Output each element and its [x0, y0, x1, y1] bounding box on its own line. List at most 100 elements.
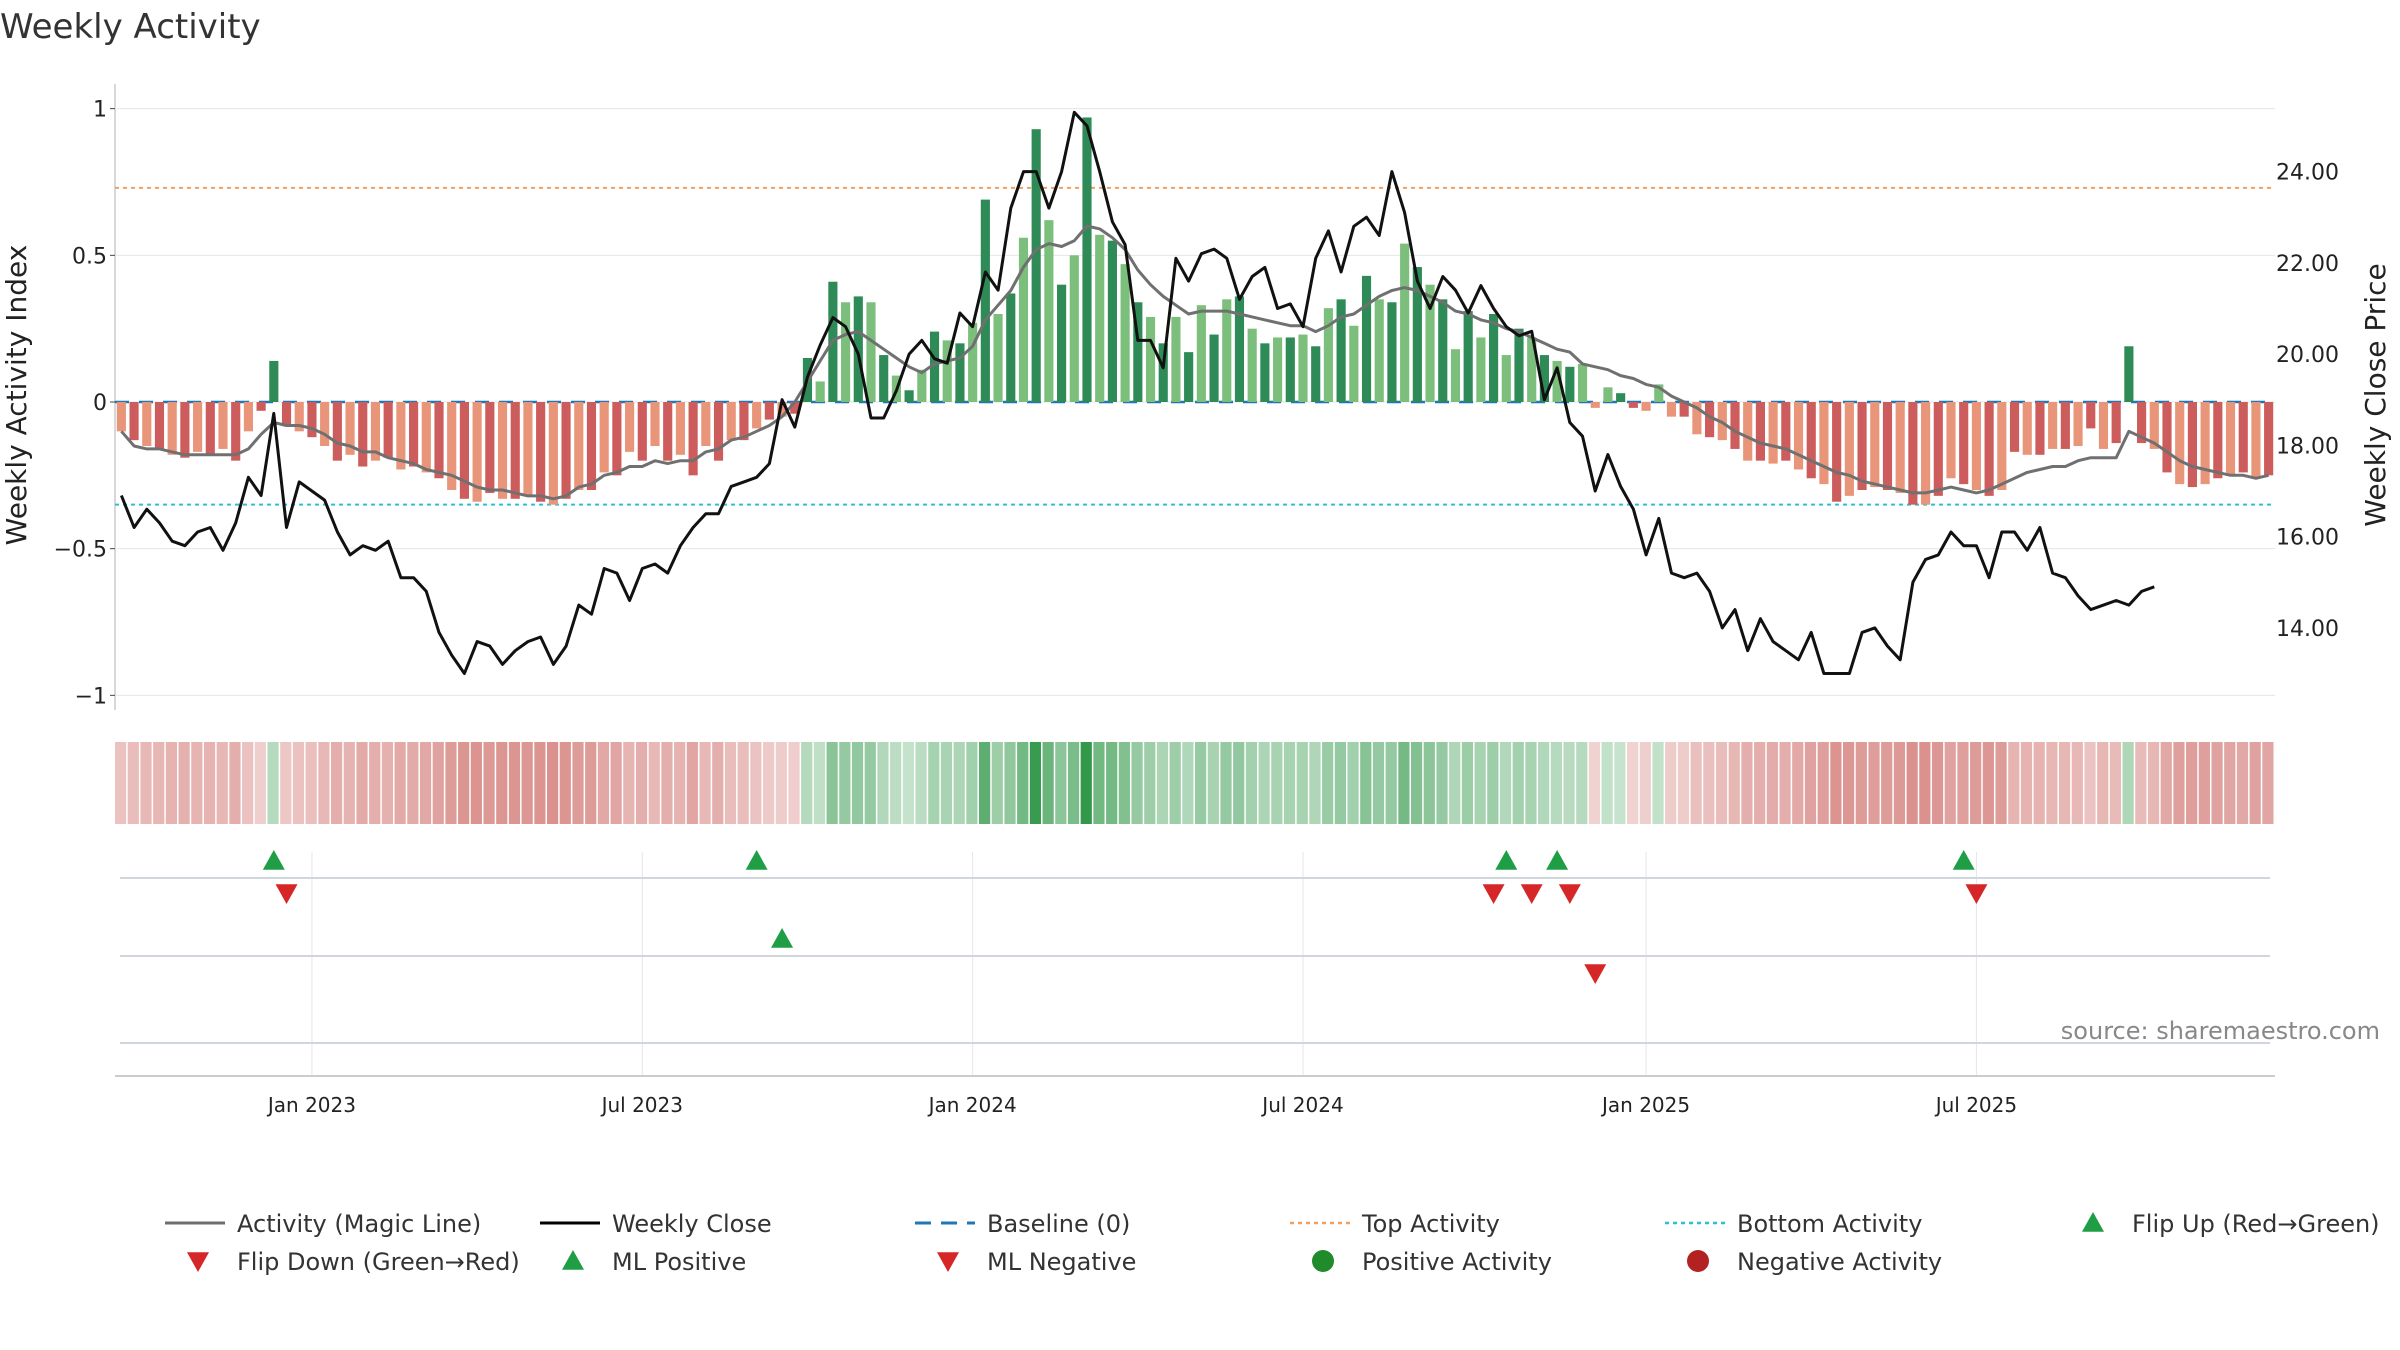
- heat-cell: [661, 742, 673, 824]
- activity-bar: [205, 402, 215, 455]
- heat-cell: [2211, 742, 2223, 824]
- heat-cell: [1461, 742, 1474, 824]
- heat-cell: [2224, 742, 2236, 824]
- legend-label: Flip Down (Green→Red): [237, 1248, 520, 1276]
- activity-bar: [1120, 264, 1130, 402]
- activity-bar: [231, 402, 241, 461]
- activity-bar: [1349, 325, 1359, 402]
- heat-cell: [585, 742, 597, 824]
- heat-cell: [979, 742, 991, 824]
- activity-bar: [2060, 402, 2070, 449]
- date-tick-label: Jan 2023: [266, 1093, 356, 1117]
- heat-cell: [699, 742, 711, 824]
- heat-cell: [1309, 742, 1321, 824]
- date-tick-label: Jan 2024: [927, 1093, 1017, 1117]
- activity-bar: [1018, 237, 1029, 402]
- activity-bar: [1679, 402, 1689, 417]
- activity-bar: [154, 402, 165, 449]
- heat-cell: [2071, 742, 2083, 824]
- activity-bar: [1768, 402, 1778, 464]
- activity-bar: [1705, 402, 1715, 438]
- activity-bar: [1145, 316, 1156, 402]
- heat-cell: [534, 742, 546, 824]
- activity-bar: [256, 402, 266, 411]
- heat-cell: [2147, 742, 2160, 824]
- y-right-tick-label: 18.00: [2276, 434, 2339, 459]
- activity-bar: [1107, 240, 1117, 402]
- activity-bar: [1870, 402, 1880, 488]
- activity-bar: [1565, 366, 1575, 402]
- activity-bar: [1260, 343, 1270, 402]
- activity-bar: [2264, 402, 2274, 476]
- heat-cell: [1817, 742, 1829, 824]
- heat-cell: [140, 742, 152, 824]
- y-left-tick-label: −1: [75, 684, 107, 709]
- heat-cell: [1283, 742, 1296, 824]
- heat-cell: [381, 742, 394, 824]
- flip-up-marker: [1495, 850, 1518, 870]
- activity-bar: [2073, 402, 2083, 446]
- heat-cell: [305, 742, 317, 824]
- activity-bar: [1933, 402, 1943, 496]
- heat-cell: [1017, 742, 1029, 824]
- activity-bar: [929, 331, 940, 402]
- activity-bar: [942, 340, 952, 402]
- heat-cell: [623, 742, 635, 824]
- heat-cell: [1449, 742, 1461, 824]
- legend-item-posact: Positive Activity: [1312, 1248, 1552, 1276]
- activity-bar: [1006, 293, 1016, 402]
- heat-cell: [2236, 742, 2249, 824]
- activity-bar: [2251, 402, 2261, 479]
- activity-bar: [1959, 402, 1969, 485]
- activity-bar: [523, 402, 533, 496]
- activity-bar: [1997, 402, 2007, 490]
- heat-cell: [1982, 742, 1994, 824]
- activity-bar: [307, 402, 317, 438]
- heat-cell: [1754, 742, 1766, 824]
- heat-cell: [877, 742, 889, 824]
- heat-cell: [1080, 742, 1092, 824]
- heat-cell: [496, 742, 508, 824]
- date-tick-label: Jul 2025: [1934, 1093, 2017, 1117]
- y-right-tick-label: 22.00: [2276, 252, 2339, 277]
- heat-cell: [1970, 742, 1982, 824]
- date-tick-label: Jul 2023: [600, 1093, 683, 1117]
- activity-bar: [1361, 275, 1372, 402]
- heat-cell: [1322, 742, 1334, 824]
- activity-bar: [879, 355, 889, 402]
- heat-cell: [1385, 742, 1397, 824]
- flip-up-marker: [262, 850, 285, 870]
- legend-label: Weekly Close: [612, 1210, 772, 1238]
- legend-label: Activity (Magic Line): [237, 1210, 481, 1238]
- activity-bar: [1895, 402, 1905, 493]
- activity-bar: [180, 402, 190, 458]
- activity-bar: [447, 402, 457, 490]
- heat-cell: [1258, 742, 1270, 824]
- activity-bar: [625, 402, 635, 452]
- activity-bar: [815, 381, 825, 402]
- activity-bar: [536, 402, 546, 502]
- activity-bar: [1654, 384, 1664, 402]
- activity-bar: [1832, 402, 1842, 502]
- legend-label: ML Negative: [987, 1248, 1136, 1276]
- ml-negative-marker: [1584, 964, 1607, 984]
- activity-bar: [1387, 302, 1397, 402]
- heat-cell: [1868, 742, 1880, 824]
- activity-bar: [281, 402, 292, 426]
- y-right-tick-label: 20.00: [2276, 343, 2339, 368]
- activity-bar: [574, 402, 584, 490]
- activity-bar: [2187, 402, 2197, 488]
- activity-bar: [1666, 402, 1677, 417]
- activity-heat-strip: [115, 742, 2274, 824]
- activity-bar: [1095, 234, 1105, 402]
- heat-cell: [1334, 742, 1346, 824]
- legend-swatch: [1312, 1250, 1334, 1272]
- heat-cell: [318, 742, 330, 824]
- activity-bar: [1819, 402, 1829, 485]
- activity-bar: [2022, 402, 2032, 455]
- legend-swatch: [2082, 1212, 2104, 1232]
- heat-cell: [1118, 742, 1130, 824]
- heat-cell: [1360, 742, 1372, 824]
- heat-cell: [2122, 742, 2134, 824]
